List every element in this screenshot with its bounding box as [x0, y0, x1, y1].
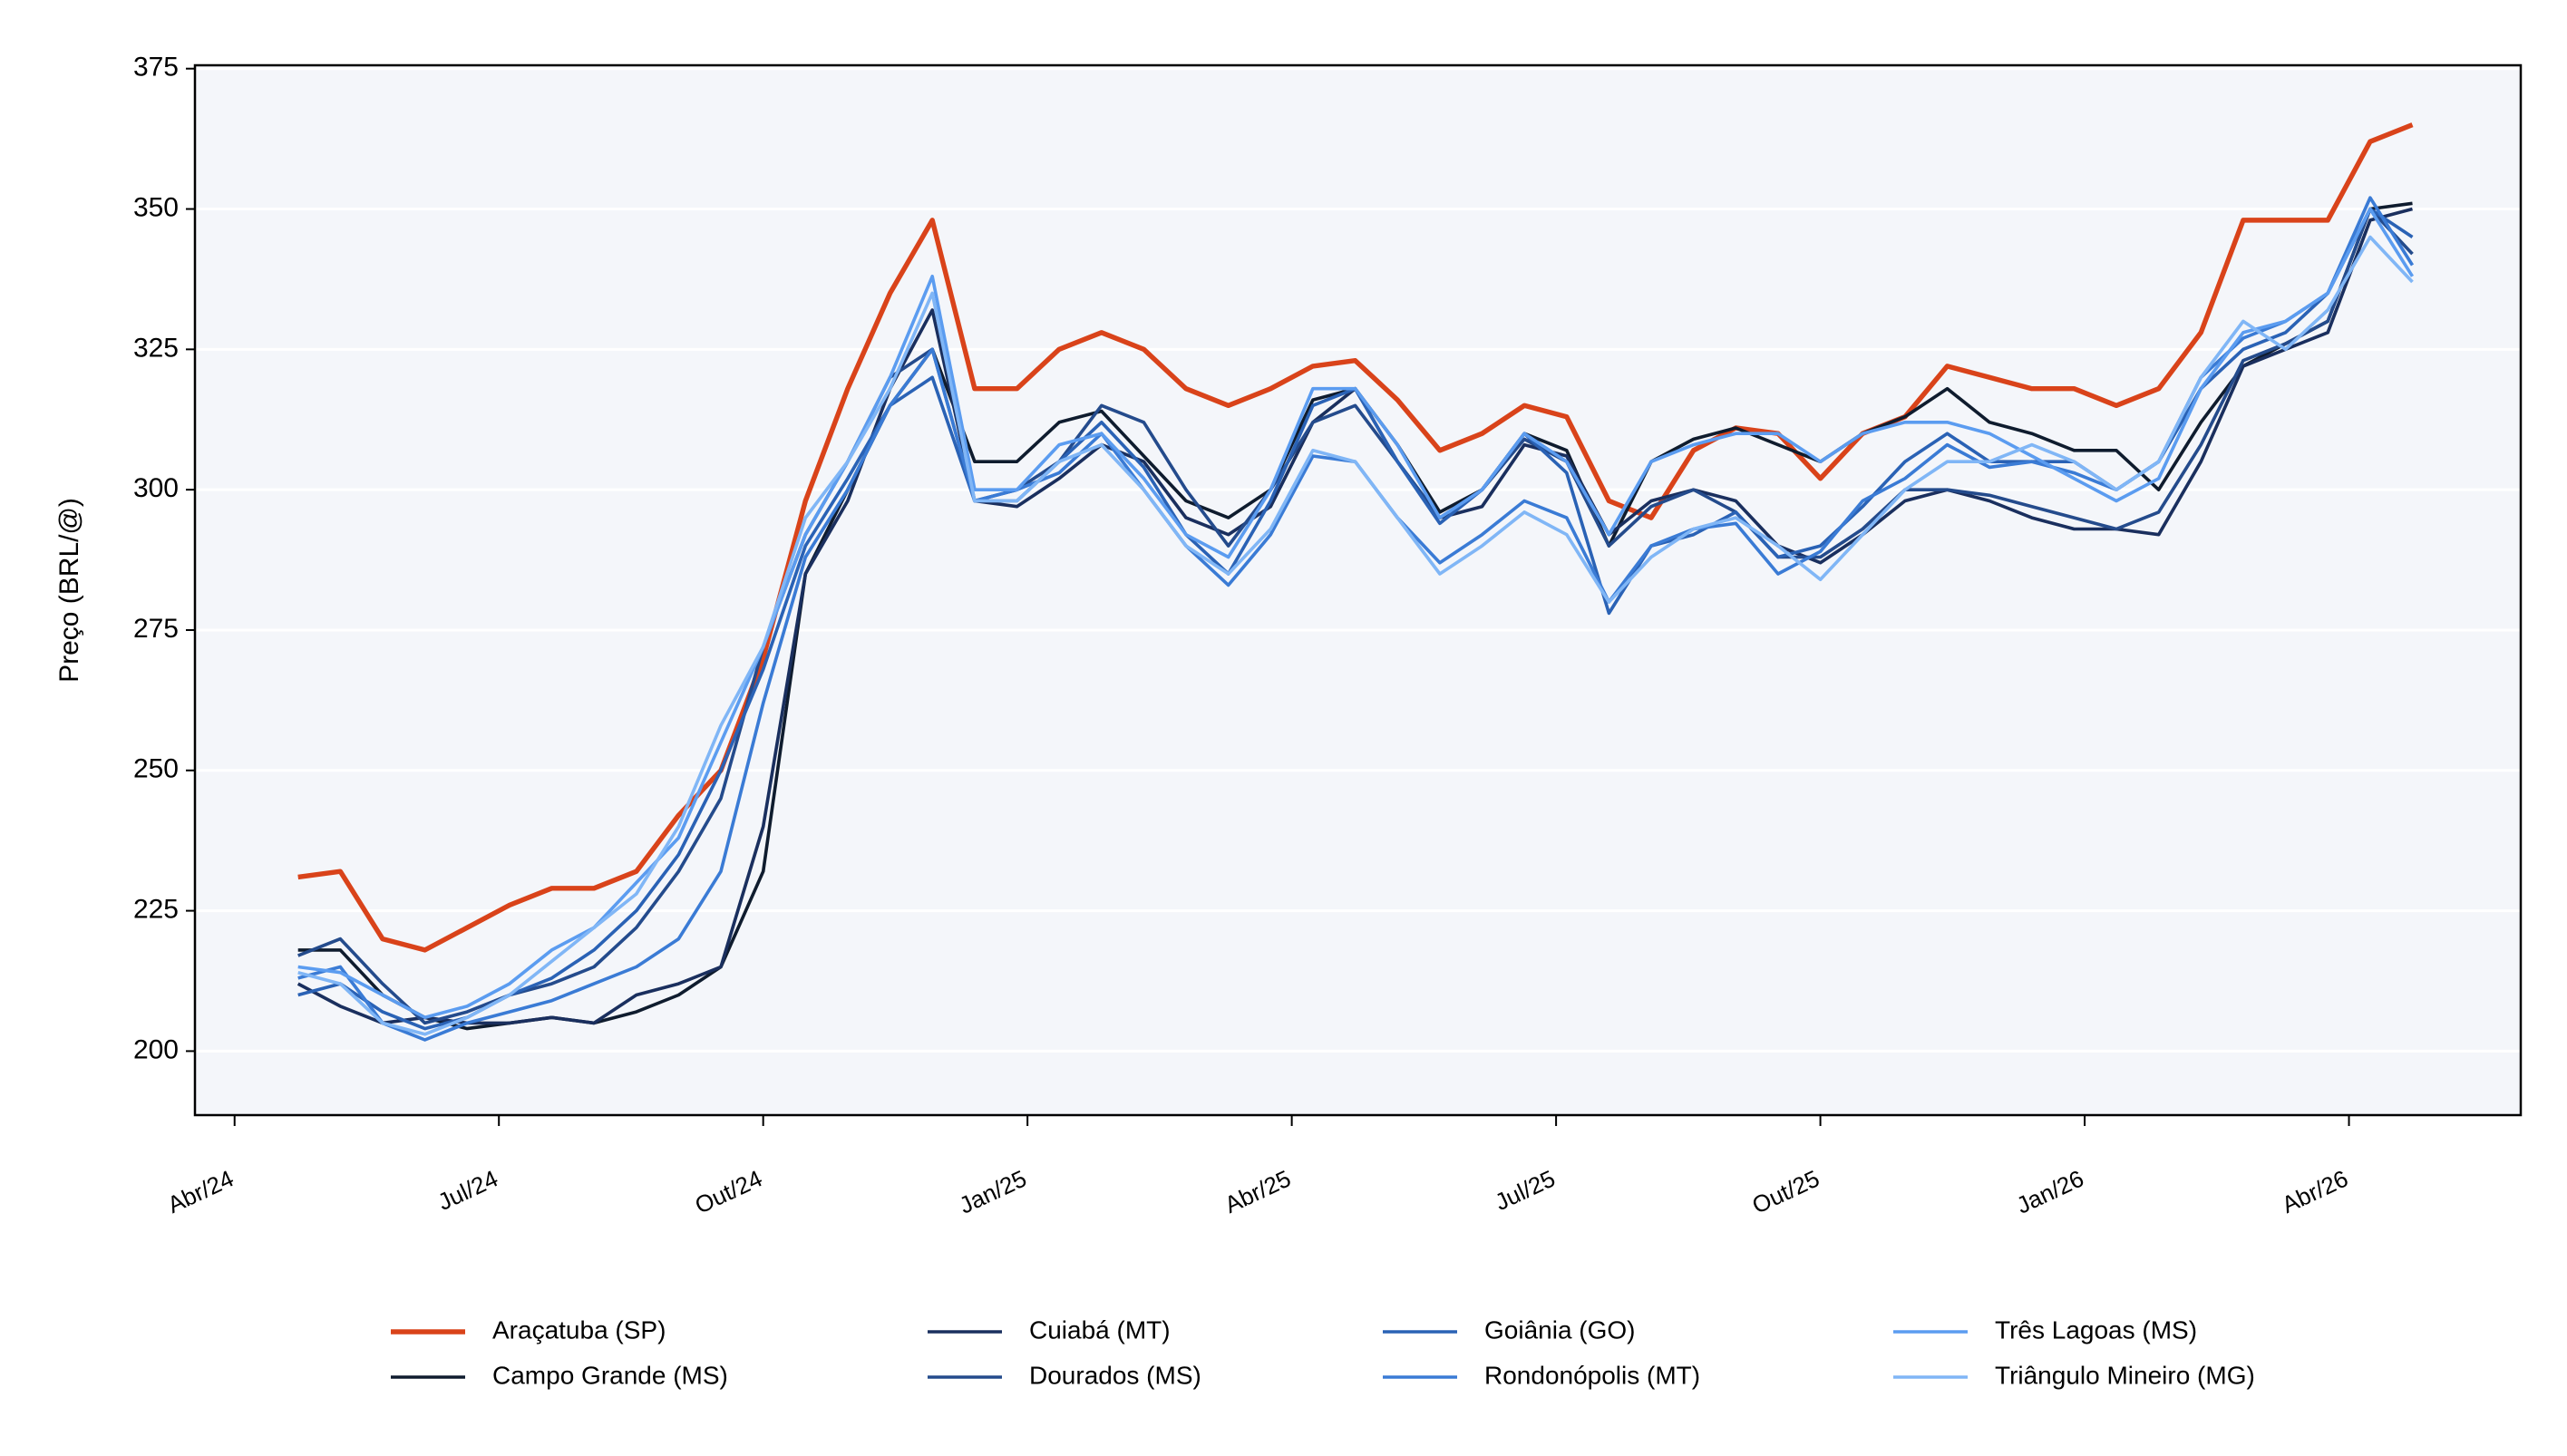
y-tick-label: 375: [133, 53, 179, 83]
x-tick-label: Abr/25: [1220, 1164, 1295, 1218]
x-tick-label: Out/24: [691, 1164, 766, 1218]
series-line: [297, 122, 2414, 953]
plot-area: [195, 65, 2521, 1115]
y-tick-label: 350: [133, 192, 179, 222]
y-tick-label: 300: [133, 473, 179, 503]
x-tick-label: Out/25: [1748, 1164, 1823, 1218]
series-line: [297, 207, 2415, 1020]
y-tick-label: 200: [133, 1034, 179, 1064]
legend-label: Triângulo Mineiro (MG): [1995, 1361, 2255, 1389]
y-tick-label: 225: [133, 895, 179, 925]
legend-label: Dourados (MS): [1029, 1361, 1201, 1389]
legend-label: Araçatuba (SP): [492, 1315, 666, 1344]
lines: [297, 122, 2415, 1042]
series-line: [297, 235, 2414, 1036]
x-tick-label: Abr/24: [163, 1164, 238, 1218]
x-tick-label: Jan/25: [955, 1164, 1030, 1218]
y-tick-label: 250: [133, 754, 179, 784]
series-line: [297, 207, 2414, 1025]
x-tick-label: Jul/25: [1491, 1164, 1560, 1216]
legend-label: Cuiabá (MT): [1029, 1315, 1171, 1344]
x-tick-label: Jan/26: [2012, 1164, 2087, 1218]
grid: [195, 67, 2521, 1053]
legend-label: Três Lagoas (MS): [1995, 1315, 2197, 1344]
legend-label: Rondonópolis (MT): [1484, 1361, 1700, 1389]
y-tick-label: 275: [133, 614, 179, 644]
x-tick-label: Abr/26: [2278, 1164, 2352, 1218]
legend-label: Campo Grande (MS): [492, 1361, 728, 1389]
x-tick-label: Jul/24: [433, 1164, 502, 1216]
y-tick-label: 325: [133, 333, 179, 363]
plot-frame: [193, 63, 2523, 1117]
legend: Araçatuba (SP) Campo Grande (MS) Cuiabá (M…: [391, 1315, 2255, 1389]
legend-label: Goiânia (GO): [1484, 1315, 1636, 1344]
y-axis-label: Preço (BRL/@): [54, 498, 84, 683]
